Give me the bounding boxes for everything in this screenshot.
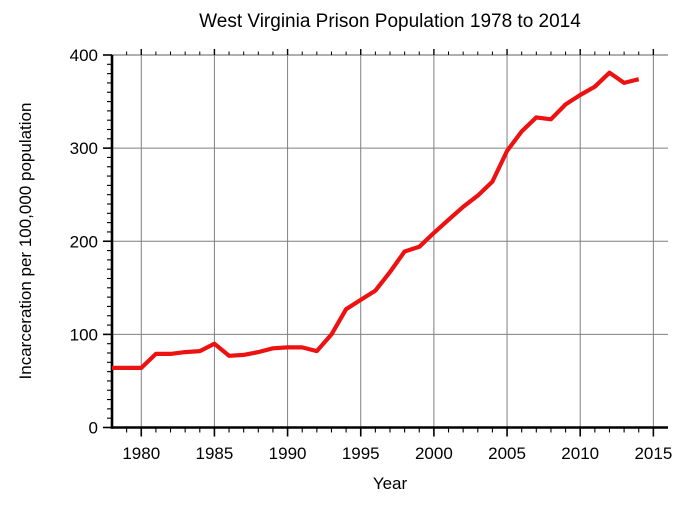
x-tick-label: 1985 bbox=[196, 444, 234, 463]
data-series-line bbox=[112, 70, 640, 370]
grid-lines bbox=[112, 55, 668, 428]
x-tick-label: 2015 bbox=[634, 444, 672, 463]
x-tick-label: 2000 bbox=[415, 444, 453, 463]
x-tick-label: 2010 bbox=[561, 444, 599, 463]
x-tick-label: 1990 bbox=[269, 444, 307, 463]
x-axis-label: Year bbox=[373, 474, 408, 493]
y-tick-label: 400 bbox=[70, 46, 98, 65]
plot-border bbox=[110, 54, 668, 429]
y-tick-label: 200 bbox=[70, 232, 98, 251]
chart-title: West Virginia Prison Population 1978 to … bbox=[199, 11, 581, 32]
tick-labels: 1980 1985 1990 1995 2000 2005 2010 2015 0 100 200 3… bbox=[70, 46, 673, 463]
x-tick-label: 1980 bbox=[122, 444, 160, 463]
x-tick-label: 2005 bbox=[488, 444, 526, 463]
axis-ticks bbox=[103, 49, 655, 437]
y-tick-label: 300 bbox=[70, 139, 98, 158]
y-tick-label: 0 bbox=[89, 419, 98, 438]
y-axis-label: Incarceration per 100,000 population bbox=[16, 103, 35, 380]
x-tick-label: 1995 bbox=[342, 444, 380, 463]
y-tick-label: 100 bbox=[70, 325, 98, 344]
